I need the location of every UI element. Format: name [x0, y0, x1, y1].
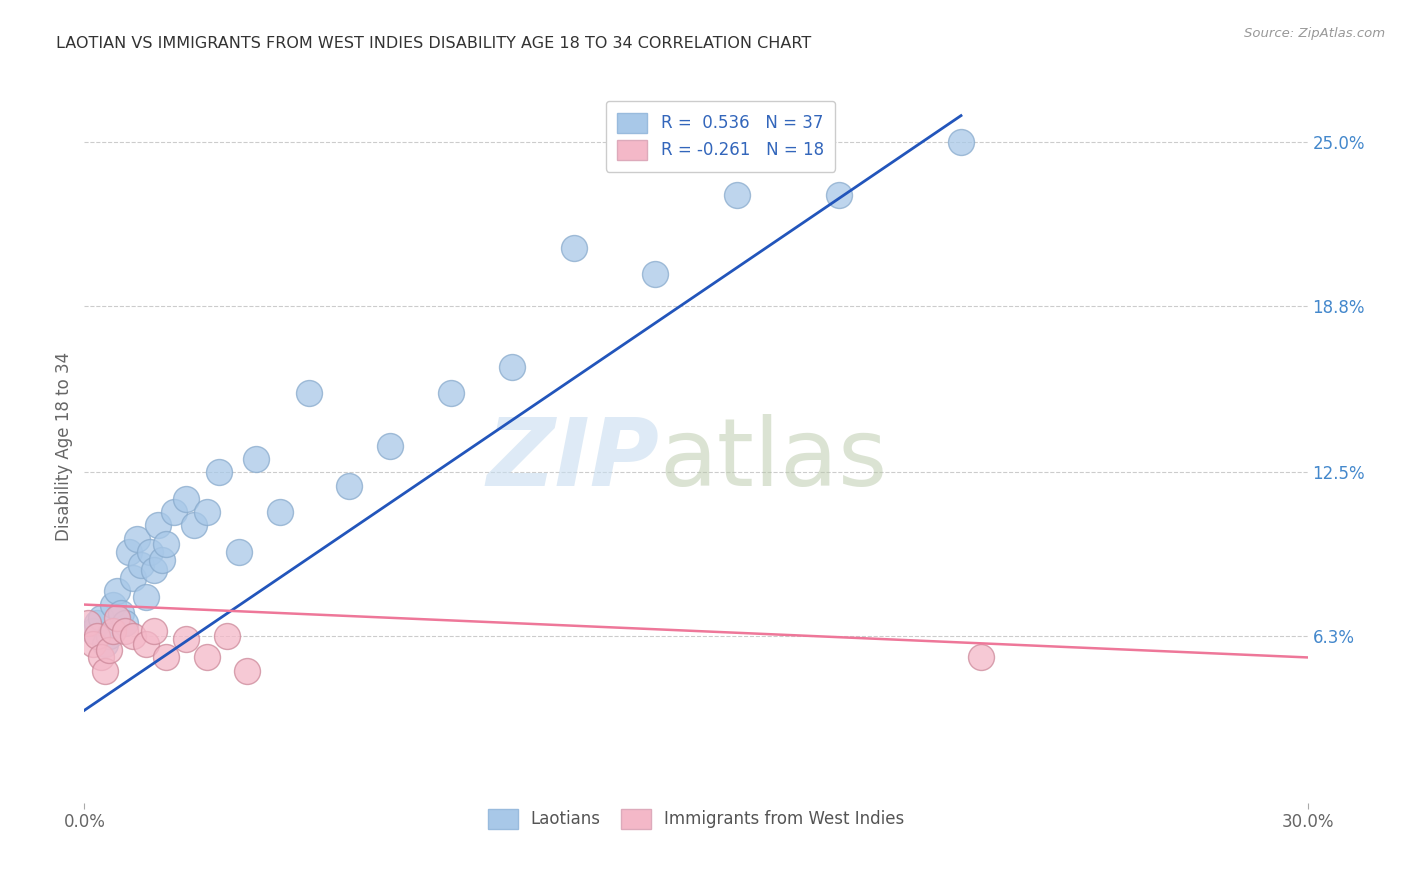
Point	[142, 624, 165, 638]
Point	[970, 650, 993, 665]
Point	[122, 571, 145, 585]
Point	[380, 439, 402, 453]
Point	[150, 552, 173, 566]
Point	[195, 650, 218, 665]
Text: atlas: atlas	[659, 414, 887, 507]
Point	[339, 478, 361, 492]
Point	[97, 642, 120, 657]
Point	[644, 267, 666, 281]
Point	[97, 629, 120, 643]
Point	[86, 629, 108, 643]
Point	[217, 629, 239, 643]
Point	[142, 563, 165, 577]
Y-axis label: Disability Age 18 to 34: Disability Age 18 to 34	[55, 351, 73, 541]
Point	[122, 629, 145, 643]
Point	[163, 505, 186, 519]
Point	[135, 637, 157, 651]
Point	[183, 518, 205, 533]
Point	[828, 188, 851, 202]
Point	[298, 386, 321, 401]
Point	[174, 632, 197, 646]
Point	[90, 611, 112, 625]
Text: ZIP: ZIP	[486, 414, 659, 507]
Point	[90, 650, 112, 665]
Point	[105, 611, 128, 625]
Point	[101, 598, 124, 612]
Point	[155, 537, 177, 551]
Point	[440, 386, 463, 401]
Point	[195, 505, 218, 519]
Point	[174, 491, 197, 506]
Point	[101, 624, 124, 638]
Point	[236, 664, 259, 678]
Point	[245, 452, 267, 467]
Text: LAOTIAN VS IMMIGRANTS FROM WEST INDIES DISABILITY AGE 18 TO 34 CORRELATION CHART: LAOTIAN VS IMMIGRANTS FROM WEST INDIES D…	[56, 36, 811, 51]
Point	[725, 188, 748, 202]
Point	[138, 545, 160, 559]
Point	[93, 664, 115, 678]
Point	[105, 584, 128, 599]
Point	[131, 558, 153, 572]
Point	[269, 505, 291, 519]
Point	[118, 545, 141, 559]
Point	[82, 624, 104, 638]
Point	[82, 637, 104, 651]
Point	[155, 650, 177, 665]
Point	[93, 637, 115, 651]
Point	[110, 606, 132, 620]
Point	[114, 624, 136, 638]
Point	[146, 518, 169, 533]
Point	[562, 241, 585, 255]
Point	[228, 545, 250, 559]
Point	[77, 616, 100, 631]
Text: Source: ZipAtlas.com: Source: ZipAtlas.com	[1244, 27, 1385, 40]
Point	[208, 466, 231, 480]
Point	[502, 359, 524, 374]
Legend: Laotians, Immigrants from West Indies: Laotians, Immigrants from West Indies	[479, 800, 912, 838]
Point	[86, 616, 108, 631]
Point	[950, 135, 973, 149]
Point	[114, 616, 136, 631]
Point	[135, 590, 157, 604]
Point	[127, 532, 149, 546]
